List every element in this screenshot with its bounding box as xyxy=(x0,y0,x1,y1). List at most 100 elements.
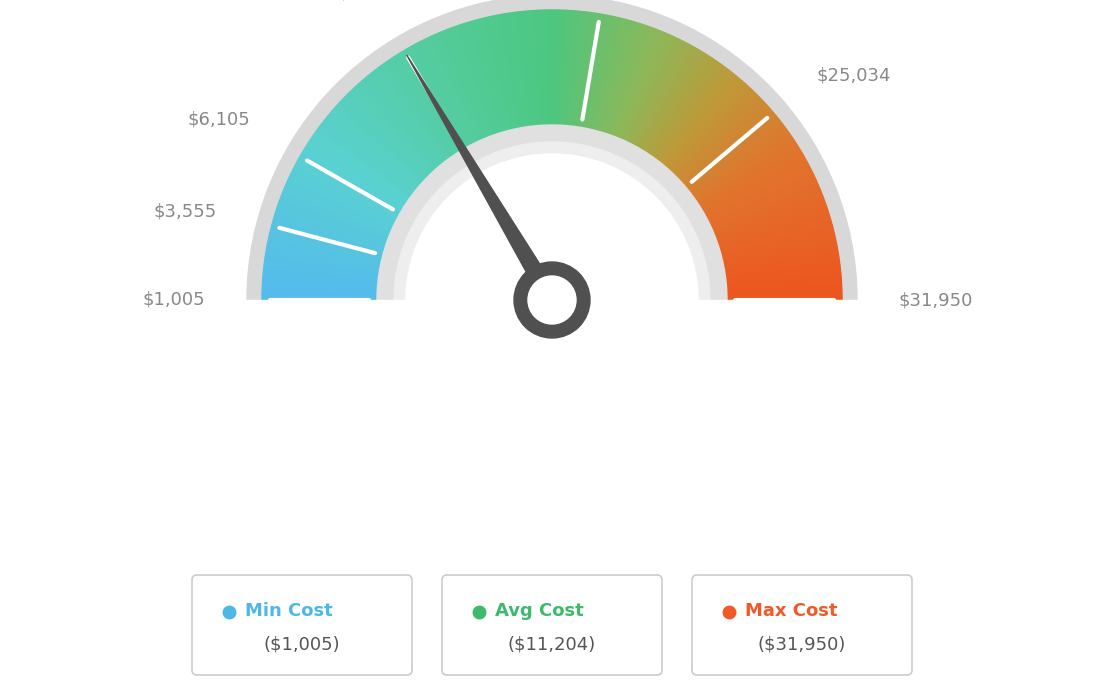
Wedge shape xyxy=(262,290,378,295)
Wedge shape xyxy=(323,119,415,193)
Wedge shape xyxy=(616,30,660,138)
Wedge shape xyxy=(639,49,699,149)
Wedge shape xyxy=(519,12,533,126)
Wedge shape xyxy=(728,297,842,300)
Wedge shape xyxy=(469,21,503,132)
Wedge shape xyxy=(491,16,517,129)
Wedge shape xyxy=(267,245,380,268)
Wedge shape xyxy=(247,0,857,300)
Wedge shape xyxy=(463,23,499,134)
Wedge shape xyxy=(505,14,524,128)
Wedge shape xyxy=(287,179,393,229)
Wedge shape xyxy=(721,228,834,257)
Wedge shape xyxy=(302,150,402,211)
Wedge shape xyxy=(481,18,511,130)
Wedge shape xyxy=(657,68,729,161)
Wedge shape xyxy=(337,104,423,183)
Wedge shape xyxy=(315,132,410,199)
Wedge shape xyxy=(405,49,465,149)
Wedge shape xyxy=(694,132,789,199)
Wedge shape xyxy=(362,79,438,168)
Wedge shape xyxy=(467,22,502,132)
Wedge shape xyxy=(626,37,677,142)
Wedge shape xyxy=(669,84,747,171)
Wedge shape xyxy=(317,128,412,197)
Wedge shape xyxy=(700,146,799,208)
Wedge shape xyxy=(581,14,603,128)
Wedge shape xyxy=(692,128,787,197)
Wedge shape xyxy=(722,230,834,259)
Wedge shape xyxy=(286,182,392,230)
Wedge shape xyxy=(572,12,587,126)
Wedge shape xyxy=(672,90,753,174)
Wedge shape xyxy=(718,206,827,244)
Wedge shape xyxy=(262,293,378,297)
Wedge shape xyxy=(577,13,597,127)
Wedge shape xyxy=(382,64,450,159)
Wedge shape xyxy=(611,27,651,135)
Wedge shape xyxy=(412,45,468,147)
Wedge shape xyxy=(651,61,719,157)
Wedge shape xyxy=(262,287,378,294)
Wedge shape xyxy=(612,28,654,136)
Wedge shape xyxy=(425,38,477,143)
Wedge shape xyxy=(652,63,721,157)
Wedge shape xyxy=(724,245,837,268)
Wedge shape xyxy=(453,27,493,135)
Wedge shape xyxy=(670,86,750,172)
Wedge shape xyxy=(661,73,734,164)
Wedge shape xyxy=(660,72,733,163)
Wedge shape xyxy=(722,233,835,261)
Wedge shape xyxy=(266,247,380,270)
Text: $25,034: $25,034 xyxy=(817,67,891,85)
Wedge shape xyxy=(725,267,840,282)
Wedge shape xyxy=(524,11,537,126)
Wedge shape xyxy=(450,28,492,136)
Wedge shape xyxy=(719,213,829,249)
Wedge shape xyxy=(396,54,459,152)
Wedge shape xyxy=(544,10,549,125)
Polygon shape xyxy=(406,55,560,304)
Wedge shape xyxy=(309,140,406,205)
Text: $31,950: $31,950 xyxy=(899,291,974,309)
Text: $1,005: $1,005 xyxy=(142,291,205,309)
Wedge shape xyxy=(622,34,670,140)
Wedge shape xyxy=(390,58,456,155)
Text: Avg Cost: Avg Cost xyxy=(495,602,584,620)
Wedge shape xyxy=(266,250,380,271)
Wedge shape xyxy=(666,79,742,168)
Wedge shape xyxy=(601,21,635,132)
Wedge shape xyxy=(567,11,580,126)
Wedge shape xyxy=(527,11,539,126)
Wedge shape xyxy=(647,57,712,154)
Text: ($1,005): ($1,005) xyxy=(264,635,340,654)
Wedge shape xyxy=(665,78,741,167)
Wedge shape xyxy=(497,15,520,128)
Wedge shape xyxy=(473,21,506,132)
Wedge shape xyxy=(320,124,413,195)
Wedge shape xyxy=(465,23,501,133)
Wedge shape xyxy=(423,39,476,144)
Wedge shape xyxy=(575,12,593,127)
Wedge shape xyxy=(620,33,668,139)
Text: Max Cost: Max Cost xyxy=(745,602,838,620)
Wedge shape xyxy=(565,11,577,126)
Wedge shape xyxy=(677,97,761,179)
Wedge shape xyxy=(681,104,767,183)
Wedge shape xyxy=(725,255,839,274)
FancyBboxPatch shape xyxy=(192,575,412,675)
Wedge shape xyxy=(546,10,551,125)
Wedge shape xyxy=(529,11,540,126)
Wedge shape xyxy=(645,54,708,152)
Wedge shape xyxy=(265,257,379,275)
Wedge shape xyxy=(283,191,390,236)
Wedge shape xyxy=(316,130,411,199)
Wedge shape xyxy=(676,95,758,177)
Wedge shape xyxy=(343,97,427,179)
Wedge shape xyxy=(338,102,424,181)
Wedge shape xyxy=(708,166,810,221)
Wedge shape xyxy=(278,203,388,243)
Wedge shape xyxy=(703,152,803,213)
Wedge shape xyxy=(268,237,381,264)
Wedge shape xyxy=(699,142,797,206)
